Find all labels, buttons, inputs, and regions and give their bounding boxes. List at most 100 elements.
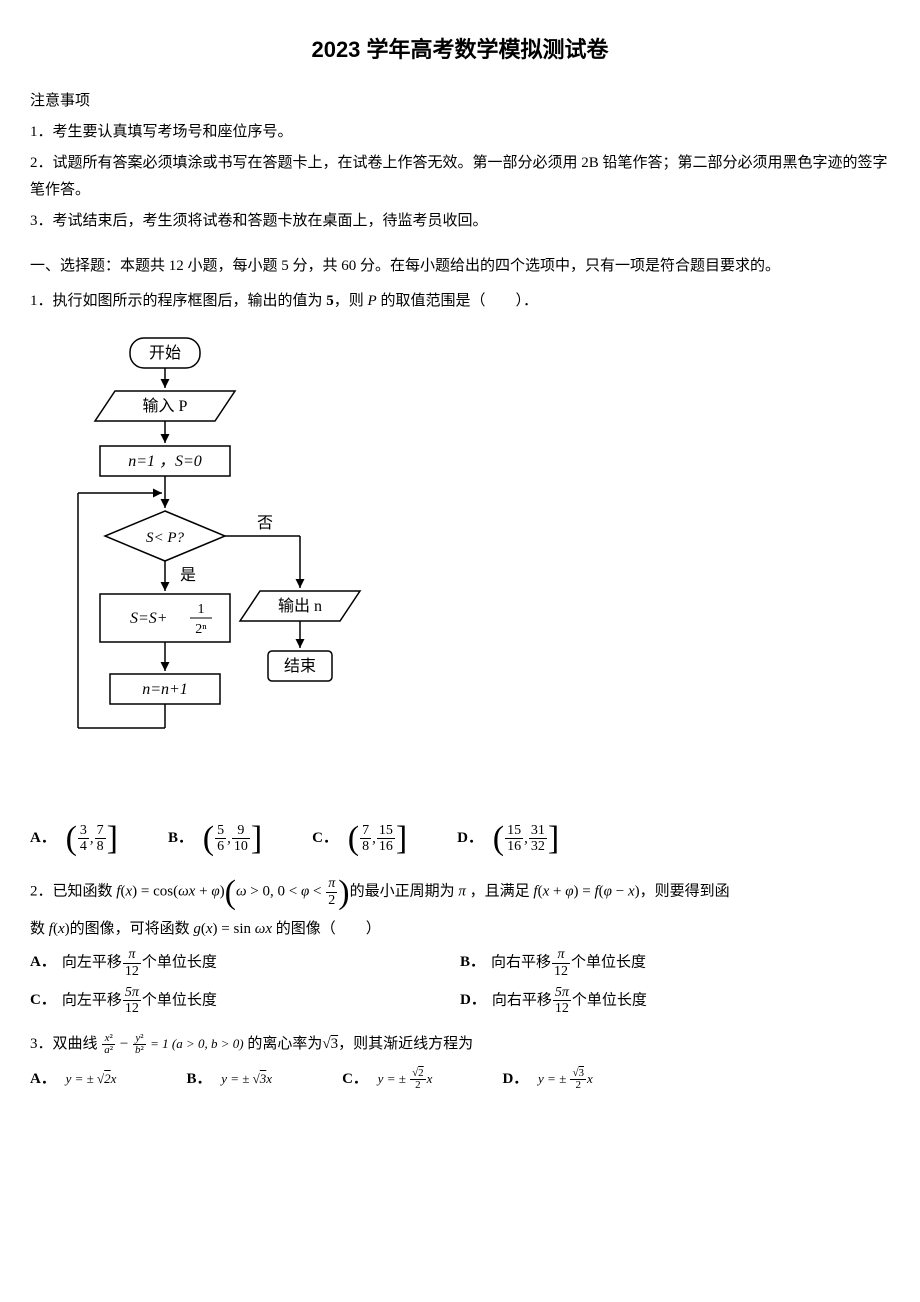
q2c-pre: 向左平移 (62, 992, 122, 1008)
svg-text:n=1 ，S=0: n=1 ，S=0 (128, 453, 202, 470)
q2-f4: f (49, 921, 53, 937)
q1-option-c: C． (78,1516] (312, 823, 407, 855)
section-1-heading: 一、选择题：本题共 12 小题，每小题 5 分，共 60 分。在每小题给出的四个… (30, 253, 890, 280)
q2-text-g: 的图像（ ） (272, 921, 381, 937)
q2-phi4: φ (604, 884, 612, 900)
q3-option-c: C． y = ± √22x (342, 1066, 432, 1093)
question-2-line2: 数 f(x)的图像，可将函数 g(x) = sin ωx 的图像（ ） (30, 916, 890, 943)
q2d-suf: 个单位长度 (572, 992, 647, 1008)
q1-text-a: 1．执行如图所示的程序框图后，输出的值为 (30, 293, 326, 309)
q2-label-c: C． (30, 992, 56, 1008)
q2-label-b: B． (460, 954, 485, 970)
label-a: A． (30, 830, 56, 846)
q3d-pre: y = ± (538, 1071, 569, 1086)
q2-x3: x (543, 884, 550, 900)
question-3: 3．双曲线 x²a² − y²b² = 1 (a > 0, b > 0) 的离心… (30, 1031, 890, 1058)
q1-value-5: 5 (326, 293, 334, 309)
svg-text:S=S+: S=S+ (130, 610, 168, 627)
q2d-pre: 向右平移 (492, 992, 552, 1008)
svg-text:开始: 开始 (149, 344, 181, 362)
label-d: D． (457, 830, 483, 846)
flowchart-svg: 开始 输入 P n=1 ，S=0 S< P? 否 输出 n 结束 是 S=S+ … (70, 333, 370, 803)
q2-option-b: B．向右平移π12个单位长度 (460, 947, 890, 979)
q2-options: A．向左平移π12个单位长度 B．向右平移π12个单位长度 C．向左平移5π12… (30, 947, 890, 1023)
q2a-suf: 个单位长度 (142, 954, 217, 970)
q2-sin: = sin (218, 921, 255, 937)
q2-omega: ω (178, 884, 189, 900)
notice-header: 注意事项 (30, 88, 890, 115)
q3-label-b: B． (186, 1071, 211, 1087)
q2-text-f: 的图像，可将函数 (70, 921, 194, 937)
q2-text-e: 数 (30, 921, 49, 937)
q3b-pre: y = ± (221, 1071, 252, 1086)
svg-text:结束: 结束 (284, 657, 316, 675)
question-2: 2．已知函数 f(x) = cos(ωx + φ)(ω > 0, 0 < φ <… (30, 876, 890, 908)
q2-f3: f (594, 884, 598, 900)
q2-pi: π (458, 884, 466, 900)
q3b-suf: x (266, 1071, 272, 1086)
q1-var-p: P (368, 293, 377, 309)
q2-label-d: D． (460, 992, 486, 1008)
svg-text:1: 1 (198, 602, 205, 617)
q2a-pre: 向左平移 (62, 954, 122, 970)
q2-f2: f (533, 884, 537, 900)
q2-cond1: > 0, 0 < (247, 884, 301, 900)
q2-x6: x (206, 921, 213, 937)
svg-text:2ⁿ: 2ⁿ (195, 622, 207, 637)
q3-label-d: D． (502, 1071, 528, 1087)
q2-label-a: A． (30, 954, 56, 970)
svg-text:是: 是 (180, 567, 196, 584)
q3-text-a: 3．双曲线 (30, 1036, 98, 1052)
q2-x: x (125, 884, 132, 900)
q3d-suf: x (587, 1071, 593, 1086)
page-title: 2023 学年高考数学模拟测试卷 (30, 30, 890, 70)
q2-f: f (116, 884, 120, 900)
question-1: 1．执行如图所示的程序框图后，输出的值为 5，则 P 的取值范围是（ ）． (30, 288, 890, 315)
q2-phi: φ (211, 884, 219, 900)
q2b-pre: 向右平移 (491, 954, 551, 970)
q1-option-b: B． (56,910] (168, 823, 262, 855)
q2-text-a: 2．已知函数 (30, 884, 116, 900)
q2-omega3: ω (255, 921, 266, 937)
svg-text:输入 P: 输入 P (143, 397, 188, 415)
q3-label-c: C． (342, 1071, 368, 1087)
q3-option-a: A． y = ± √2x (30, 1066, 116, 1093)
q2c-suf: 个单位长度 (142, 992, 217, 1008)
q2b-suf: 个单位长度 (571, 954, 646, 970)
notice-line-1: 1．考生要认真填写考场号和座位序号。 (30, 119, 890, 146)
q3-eq: = 1 (a > 0, b > 0) (147, 1036, 244, 1051)
q2-text-b: 的最小正周期为 (350, 884, 459, 900)
notice-line-2: 2．试题所有答案必须填涂或书写在答题卡上，在试卷上作答无效。第一部分必须用 2B… (30, 150, 890, 204)
q3-sqrt3: 3 (331, 1036, 339, 1052)
q2-option-a: A．向左平移π12个单位长度 (30, 947, 460, 979)
label-c: C． (312, 830, 338, 846)
svg-text:否: 否 (257, 515, 273, 532)
q2-x4: x (628, 884, 635, 900)
q1-option-a: A． (34,78] (30, 823, 118, 855)
q3-option-b: B． y = ± √3x (186, 1066, 272, 1093)
q2-x5: x (58, 921, 65, 937)
q2-option-d: D．向右平移5π12个单位长度 (460, 985, 890, 1017)
svg-text:S< P?: S< P? (146, 530, 185, 546)
q3a-pre: y = ± (66, 1071, 97, 1086)
svg-text:n=n+1: n=n+1 (142, 681, 188, 698)
q1-option-d: D． (1516,3132] (457, 823, 559, 855)
q3c-pre: y = ± (378, 1071, 409, 1086)
q3c-suf: x (427, 1071, 433, 1086)
q3-text-c: ，则其渐近线方程为 (338, 1036, 473, 1052)
q2-text-d: ，则要得到函 (640, 884, 730, 900)
q2-phi3: φ (565, 884, 573, 900)
q2-option-c: C．向左平移5π12个单位长度 (30, 985, 460, 1017)
q2-text-c: ，且满足 (466, 884, 534, 900)
q3-label-a: A． (30, 1071, 56, 1087)
q2-cond2: < (309, 884, 325, 900)
q1-text-c: ，则 (334, 293, 368, 309)
q3-option-d: D． y = ± √32x (502, 1066, 592, 1093)
q2-x2: x (189, 884, 196, 900)
q2-omega2: ω (236, 884, 247, 900)
q2-eq-cos: = cos (137, 884, 173, 900)
svg-text:输出 n: 输出 n (278, 597, 322, 615)
q1-options: A． (34,78] B． (56,910] C． (78,1516] D． (… (30, 823, 890, 855)
q3-options: A． y = ± √2x B． y = ± √3x C． y = ± √22x … (30, 1066, 890, 1093)
label-b: B． (168, 830, 193, 846)
